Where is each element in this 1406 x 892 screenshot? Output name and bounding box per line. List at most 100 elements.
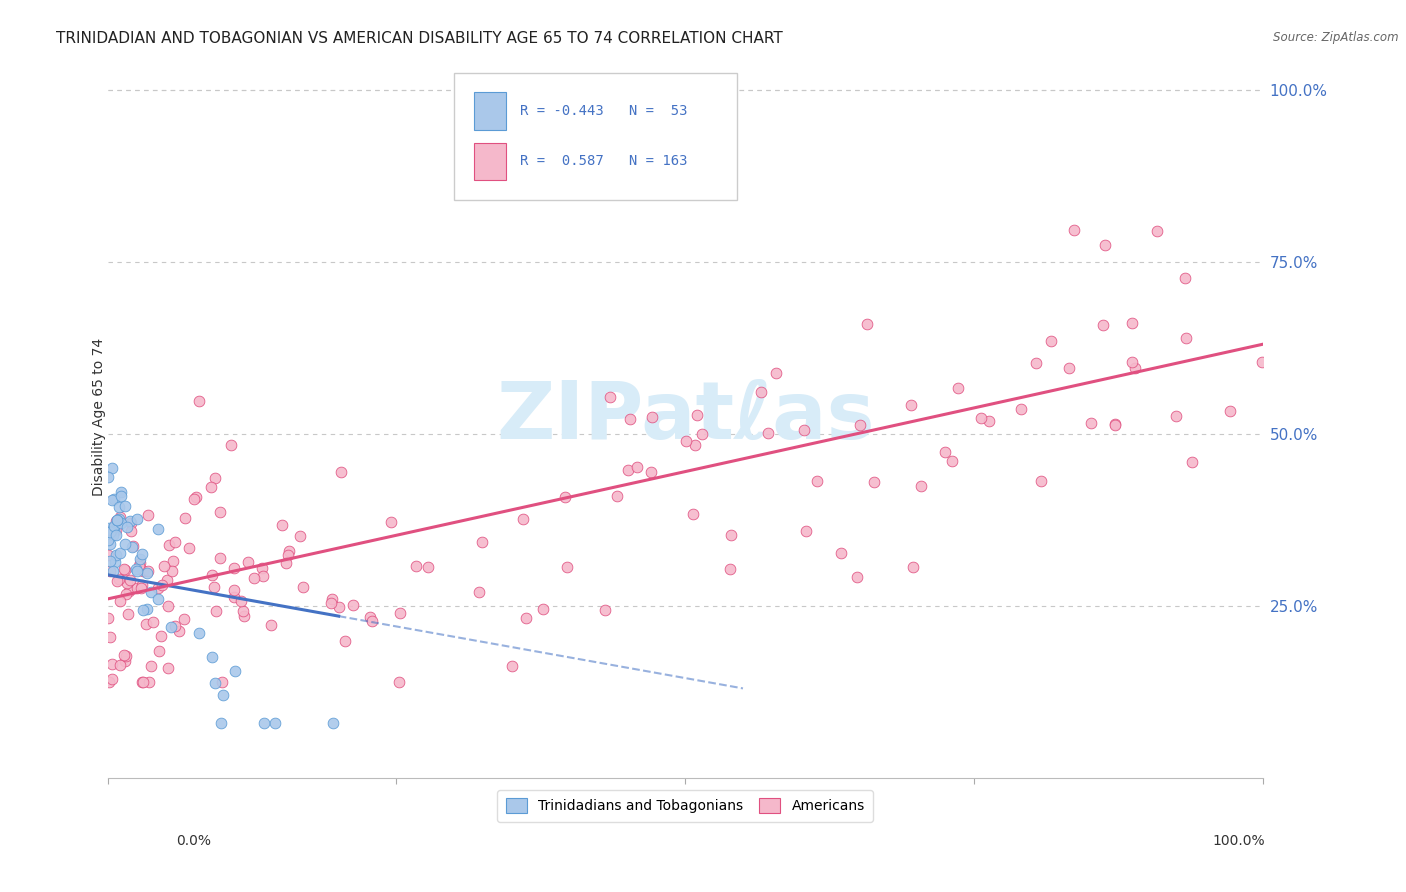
Point xyxy=(131,547,153,561)
Point xyxy=(626,460,648,475)
Bar xyxy=(474,92,506,129)
Point xyxy=(104,528,127,542)
Point xyxy=(910,478,932,492)
Point xyxy=(250,561,273,575)
Point xyxy=(209,715,232,730)
Point xyxy=(253,715,276,730)
Point xyxy=(136,566,159,580)
Point xyxy=(291,580,314,594)
Point xyxy=(112,562,135,576)
Point xyxy=(97,470,120,484)
Point xyxy=(328,600,350,615)
Point xyxy=(846,570,869,584)
Point xyxy=(749,385,772,400)
Point xyxy=(756,426,779,441)
Point xyxy=(136,508,159,522)
Point xyxy=(187,393,209,408)
Point xyxy=(150,577,173,591)
Point xyxy=(319,596,342,610)
Point xyxy=(271,517,294,532)
Point xyxy=(108,546,131,560)
Point xyxy=(941,453,963,467)
Point xyxy=(243,571,266,585)
Point xyxy=(204,471,226,485)
Point xyxy=(100,461,122,475)
Y-axis label: Disability Age 65 to 74: Disability Age 65 to 74 xyxy=(93,337,107,496)
Point xyxy=(205,604,228,618)
Point xyxy=(222,591,245,605)
Point xyxy=(146,581,169,595)
Point xyxy=(1121,316,1143,330)
Point xyxy=(114,648,136,663)
Point xyxy=(184,490,207,504)
Point xyxy=(512,512,534,526)
Point xyxy=(105,513,128,527)
Point xyxy=(121,541,143,555)
Point xyxy=(321,592,343,607)
Point xyxy=(1040,334,1063,348)
Point xyxy=(114,500,136,514)
Point xyxy=(139,658,162,673)
Point xyxy=(1010,401,1032,416)
Text: ZIPatℓas: ZIPatℓas xyxy=(496,377,875,456)
Point xyxy=(359,610,381,624)
Point xyxy=(132,674,155,689)
Point xyxy=(163,535,186,549)
Point xyxy=(105,574,128,588)
Point xyxy=(264,715,287,730)
Point xyxy=(342,599,364,613)
Point xyxy=(1123,361,1146,376)
Point xyxy=(1063,223,1085,237)
Point xyxy=(108,593,131,607)
Point xyxy=(105,523,128,537)
Point xyxy=(1181,454,1204,468)
Point xyxy=(276,557,298,571)
Point xyxy=(901,560,924,574)
Point xyxy=(110,489,132,503)
Point xyxy=(1146,224,1168,238)
Point xyxy=(156,573,179,587)
Point xyxy=(856,318,879,332)
Point xyxy=(211,674,233,689)
Text: 100.0%: 100.0% xyxy=(1213,834,1265,848)
Point xyxy=(765,366,787,380)
Point xyxy=(120,574,142,588)
Point xyxy=(389,606,412,620)
Point xyxy=(114,563,136,577)
Point xyxy=(131,674,153,689)
Point xyxy=(1174,331,1197,345)
Point xyxy=(686,408,709,422)
Point xyxy=(138,674,160,689)
Point xyxy=(794,524,817,538)
Point xyxy=(1121,354,1143,368)
Bar xyxy=(474,143,506,180)
Point xyxy=(277,548,299,562)
Point xyxy=(148,644,170,658)
Point xyxy=(160,620,183,634)
Point xyxy=(135,617,157,632)
Point xyxy=(101,527,124,541)
Point xyxy=(127,512,149,526)
Point xyxy=(720,528,742,542)
Point xyxy=(107,512,129,526)
Point xyxy=(97,533,120,547)
Point xyxy=(129,556,152,570)
Point xyxy=(117,607,139,622)
Point xyxy=(277,544,299,558)
Point xyxy=(471,535,494,549)
Point xyxy=(200,480,222,494)
Point xyxy=(129,552,152,566)
Point xyxy=(174,510,197,524)
Point xyxy=(1029,475,1052,489)
Point xyxy=(100,522,122,536)
Point xyxy=(231,593,253,607)
Point xyxy=(682,507,704,521)
Text: R = -0.443   N =  53: R = -0.443 N = 53 xyxy=(520,103,688,118)
Point xyxy=(97,548,120,562)
Point xyxy=(557,560,579,574)
Point xyxy=(110,657,132,672)
Point xyxy=(212,688,235,702)
Point xyxy=(595,603,617,617)
Point xyxy=(900,397,922,411)
Point xyxy=(101,672,124,686)
